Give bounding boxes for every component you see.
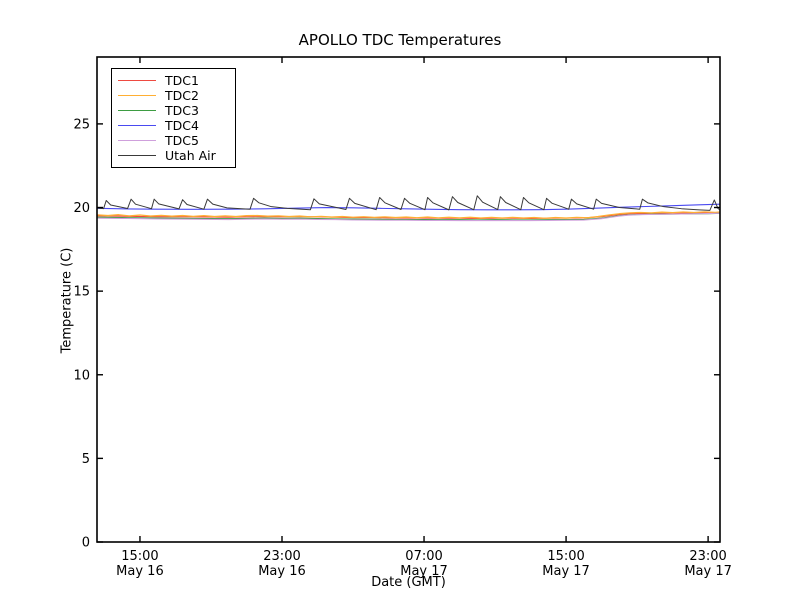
x-axis-label: Date (GMT) [371,575,446,590]
tdc5-line-swatch [118,140,156,141]
x-tick-date-label: May 16 [116,564,164,579]
y-tick-label: 15 [73,285,90,300]
y-tick-label: 10 [73,368,90,383]
legend-entry-tdc2: TDC2 [118,88,229,103]
x-tick-time-label: 15:00 [121,549,158,564]
y-tick-label: 5 [82,452,90,467]
x-tick-time-label: 23:00 [689,549,726,564]
legend-label: TDC3 [165,103,199,118]
legend-label: TDC2 [165,88,199,103]
legend-label: Utah Air [165,148,216,163]
legend: TDC1 TDC2 TDC3 TDC4 TDC5 Utah Air [111,68,236,168]
x-tick-time-label: 23:00 [263,549,300,564]
utah-air-line-swatch [118,155,156,156]
legend-entry-tdc1: TDC1 [118,73,229,88]
series-line-tdc4 [97,203,720,211]
x-tick-date-label: May 16 [258,564,306,579]
chart-title: APOLLO TDC Temperatures [298,31,502,49]
legend-label: TDC1 [165,73,199,88]
tdc4-line-swatch [118,125,156,126]
x-tick-time-label: 07:00 [405,549,442,564]
series-line-tdc5 [97,212,720,222]
x-tick-date-label: May 17 [684,564,732,579]
x-tick-date-label: May 17 [542,564,590,579]
legend-label: TDC5 [165,133,199,148]
y-tick-label: 0 [82,536,90,551]
legend-entry-utah-air: Utah Air [118,148,229,163]
x-tick-time-label: 15:00 [547,549,584,564]
y-tick-label: 20 [73,201,90,216]
x-tick-date-label: May 17 [400,564,448,579]
y-axis-label: Temperature (C) [59,247,75,354]
tdc3-line-swatch [118,110,156,111]
legend-entry-tdc3: TDC3 [118,103,229,118]
series-line-utah-air [97,195,720,211]
legend-entry-tdc5: TDC5 [118,133,229,148]
legend-label: TDC4 [165,118,199,133]
series-line-tdc2 [97,211,720,219]
legend-entry-tdc4: TDC4 [118,118,229,133]
tdc2-line-swatch [118,95,156,96]
y-tick-label: 25 [73,117,90,132]
plot-border [96,56,721,543]
tdc1-line-swatch [118,80,156,81]
